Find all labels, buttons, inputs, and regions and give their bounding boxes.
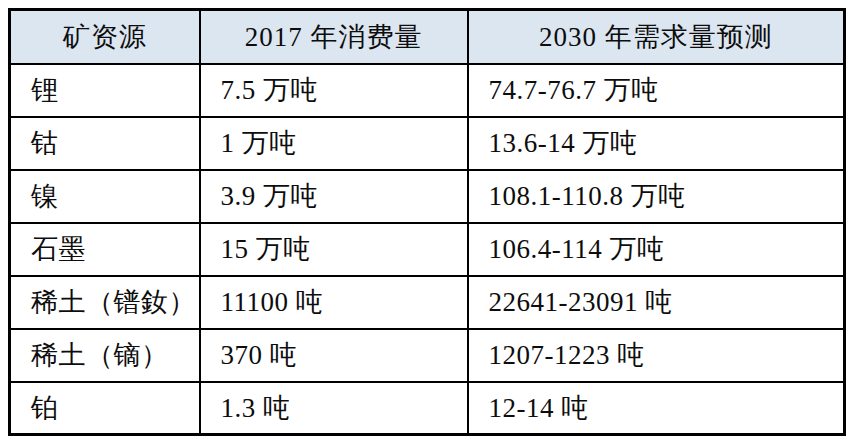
cell-mineral: 镍 <box>10 170 200 223</box>
cell-consumption-2017: 11100 吨 <box>200 276 468 329</box>
cell-demand-2030: 74.7-76.7 万吨 <box>468 64 845 117</box>
mineral-demand-table-container: 矿资源 2017 年消费量 2030 年需求量预测 锂 7.5 万吨 74.7-… <box>8 8 843 434</box>
table-row-graphite: 石墨 15 万吨 106.4-114 万吨 <box>10 223 845 276</box>
cell-demand-2030: 106.4-114 万吨 <box>468 223 845 276</box>
cell-mineral: 铂 <box>10 382 200 435</box>
cell-mineral: 石墨 <box>10 223 200 276</box>
cell-consumption-2017: 1 万吨 <box>200 117 468 170</box>
column-header-mineral: 矿资源 <box>10 10 200 64</box>
table-row-lithium: 锂 7.5 万吨 74.7-76.7 万吨 <box>10 64 845 117</box>
table-row-rare-earth-prnd: 稀土（镨釹） 11100 吨 22641-23091 吨 <box>10 276 845 329</box>
cell-consumption-2017: 3.9 万吨 <box>200 170 468 223</box>
cell-consumption-2017: 1.3 吨 <box>200 382 468 435</box>
table-row-cobalt: 钴 1 万吨 13.6-14 万吨 <box>10 117 845 170</box>
table-row-platinum: 铂 1.3 吨 12-14 吨 <box>10 382 845 435</box>
cell-mineral: 锂 <box>10 64 200 117</box>
table-row-rare-earth-dy: 稀土（镝） 370 吨 1207-1223 吨 <box>10 329 845 382</box>
mineral-demand-table: 矿资源 2017 年消费量 2030 年需求量预测 锂 7.5 万吨 74.7-… <box>8 8 846 436</box>
cell-demand-2030: 12-14 吨 <box>468 382 845 435</box>
cell-demand-2030: 1207-1223 吨 <box>468 329 845 382</box>
cell-consumption-2017: 15 万吨 <box>200 223 468 276</box>
column-header-demand-2030: 2030 年需求量预测 <box>468 10 845 64</box>
cell-demand-2030: 108.1-110.8 万吨 <box>468 170 845 223</box>
cell-consumption-2017: 370 吨 <box>200 329 468 382</box>
table-row-nickel: 镍 3.9 万吨 108.1-110.8 万吨 <box>10 170 845 223</box>
cell-demand-2030: 22641-23091 吨 <box>468 276 845 329</box>
cell-mineral: 稀土（镝） <box>10 329 200 382</box>
cell-mineral: 钴 <box>10 117 200 170</box>
column-header-consumption-2017: 2017 年消费量 <box>200 10 468 64</box>
cell-mineral: 稀土（镨釹） <box>10 276 200 329</box>
header-row: 矿资源 2017 年消费量 2030 年需求量预测 <box>10 10 845 64</box>
cell-demand-2030: 13.6-14 万吨 <box>468 117 845 170</box>
cell-consumption-2017: 7.5 万吨 <box>200 64 468 117</box>
